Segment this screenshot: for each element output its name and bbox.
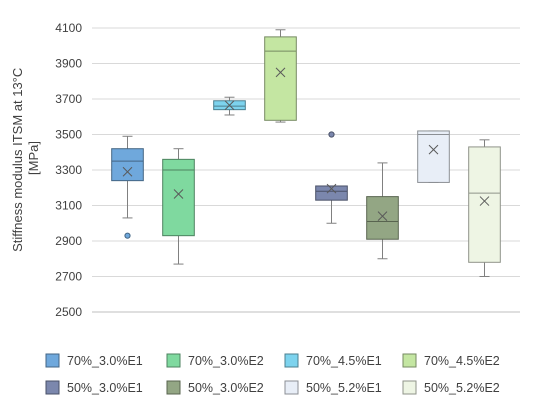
y-tick-label: 2500 bbox=[55, 305, 82, 319]
y-axis-ticks: 2500 2700 2900 3100 3300 3500 3700 3900 4100 bbox=[55, 21, 82, 319]
box-body bbox=[162, 158, 195, 237]
box-70%_3.0%E2 bbox=[162, 148, 195, 265]
y-axis-title: Stiffness modulus ITSM at 13°C [MPa] bbox=[10, 64, 41, 252]
legend-swatch bbox=[45, 353, 60, 368]
legend-item: 70%_3.0%E1 bbox=[45, 353, 143, 368]
box-series bbox=[111, 29, 501, 277]
legend-item: 50%_3.0%E2 bbox=[166, 380, 264, 395]
box-body bbox=[366, 196, 399, 240]
box-body bbox=[111, 148, 144, 182]
legend-label: 50%_5.2%E1 bbox=[306, 381, 382, 395]
legend-label: 70%_3.0%E1 bbox=[67, 354, 143, 368]
outlier-point bbox=[124, 232, 131, 239]
box-70%_4.5%E2 bbox=[264, 29, 297, 123]
mean-marker-b bbox=[275, 67, 286, 78]
gridlines bbox=[92, 27, 520, 313]
y-axis-title-line2: [MPa] bbox=[26, 141, 41, 175]
box-50%_5.2%E2 bbox=[468, 139, 501, 277]
y-tick-label: 3100 bbox=[55, 199, 82, 213]
legend-swatch bbox=[45, 380, 60, 395]
legend-label: 70%_3.0%E2 bbox=[188, 354, 264, 368]
mean-marker-b bbox=[428, 144, 439, 155]
y-tick-label: 3300 bbox=[55, 163, 82, 177]
mean-marker-b bbox=[224, 100, 235, 111]
y-tick-label: 2700 bbox=[55, 270, 82, 284]
legend-item: 70%_3.0%E2 bbox=[166, 353, 264, 368]
box-70%_4.5%E1 bbox=[213, 96, 246, 116]
legend-swatch bbox=[402, 380, 417, 395]
legend-label: 50%_3.0%E1 bbox=[67, 381, 143, 395]
mean-marker-b bbox=[326, 183, 337, 194]
legend-swatch bbox=[284, 380, 299, 395]
y-tick-label: 2900 bbox=[55, 234, 82, 248]
box-body bbox=[468, 146, 501, 263]
legend-label: 50%_5.2%E2 bbox=[424, 381, 500, 395]
box-50%_3.0%E1 bbox=[315, 131, 348, 224]
legend-swatch bbox=[166, 380, 181, 395]
legend-label: 70%_4.5%E1 bbox=[306, 354, 382, 368]
box-50%_3.0%E2 bbox=[366, 162, 399, 260]
y-tick-label: 3700 bbox=[55, 92, 82, 106]
y-tick-label: 4100 bbox=[55, 21, 82, 35]
mean-marker-b bbox=[122, 166, 133, 177]
legend-item: 50%_5.2%E2 bbox=[402, 380, 500, 395]
y-tick-label: 3500 bbox=[55, 128, 82, 142]
legend-swatch bbox=[402, 353, 417, 368]
legend-item: 70%_4.5%E2 bbox=[402, 353, 500, 368]
mean-marker-b bbox=[377, 211, 388, 222]
box-body bbox=[264, 36, 297, 121]
mean-marker-b bbox=[479, 196, 490, 206]
legend-swatch bbox=[284, 353, 299, 368]
box-body bbox=[417, 130, 450, 183]
box-70%_3.0%E1 bbox=[111, 135, 144, 239]
y-axis-title-line1: Stiffness modulus ITSM at 13°C bbox=[10, 68, 25, 252]
mean-marker-b bbox=[173, 189, 184, 199]
legend-swatch bbox=[166, 353, 181, 368]
box-50%_5.2%E1 bbox=[417, 130, 450, 183]
legend-label: 70%_4.5%E2 bbox=[424, 354, 500, 368]
box-body bbox=[315, 185, 348, 201]
legend-item: 50%_3.0%E1 bbox=[45, 380, 143, 395]
legend-label: 50%_3.0%E2 bbox=[188, 381, 264, 395]
y-tick-label: 3900 bbox=[55, 57, 82, 71]
legend-item: 50%_5.2%E1 bbox=[284, 380, 382, 395]
legend-item: 70%_4.5%E1 bbox=[284, 353, 382, 368]
legend: 70%_3.0%E1 70%_3.0%E2 70%_4.5%E1 70%_4.5%E2… bbox=[45, 353, 500, 395]
outlier-point bbox=[328, 131, 335, 138]
